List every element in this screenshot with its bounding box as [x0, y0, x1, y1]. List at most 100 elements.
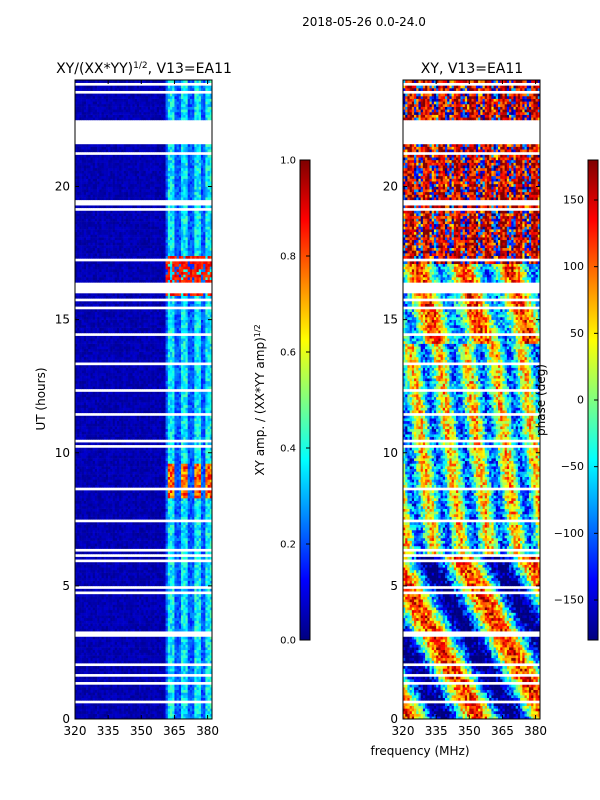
heatmap-cell [150, 692, 153, 696]
heatmap-cell [108, 524, 111, 528]
heatmap-cell [130, 490, 133, 493]
heatmap-cell [130, 513, 133, 517]
heatmap-cell [136, 604, 140, 608]
heatmap-cell [165, 617, 169, 621]
heatmap-cell [178, 628, 182, 632]
heatmap-cell [203, 599, 206, 603]
heatmap-cell [189, 492, 193, 496]
heatmap-cell [196, 708, 200, 712]
heatmap-cell [181, 671, 184, 675]
heatmap-cell [176, 607, 180, 611]
heatmap-cell [150, 636, 153, 640]
heatmap-cell [150, 596, 153, 600]
heatmap-cell [198, 596, 202, 600]
heatmap-cell [121, 711, 124, 714]
heatmap-cell [196, 625, 200, 629]
heatmap-cell [105, 551, 109, 555]
heatmap-cell [130, 604, 133, 608]
heatmap-cell [145, 713, 149, 717]
heatmap-cell [121, 668, 124, 672]
heatmap-cell [145, 476, 149, 480]
heatmap-cell [123, 711, 127, 714]
heatmap-cell [161, 532, 164, 536]
heatmap-cell [189, 636, 193, 640]
heatmap-cell [136, 492, 140, 496]
heatmap-cell [83, 679, 87, 683]
heatmap-cell [189, 556, 193, 560]
heatmap-cell [88, 540, 91, 544]
heatmap-cell [152, 583, 155, 587]
heatmap-cell [75, 500, 78, 504]
heatmap-cell [163, 655, 166, 659]
heatmap-cell [189, 692, 193, 696]
heatmap-cell [108, 583, 111, 587]
heatmap-cell [119, 503, 122, 507]
heatmap-cell [192, 703, 195, 706]
heatmap-cell [139, 623, 142, 627]
heatmap-cell [187, 695, 191, 698]
heatmap-cell [183, 703, 186, 706]
heatmap-cell [94, 716, 98, 719]
heatmap-cell [174, 569, 177, 573]
heatmap-cell [152, 569, 155, 573]
heatmap-cell [203, 689, 206, 693]
heatmap-cell [88, 484, 91, 488]
heatmap-cell [207, 537, 211, 541]
heatmap-cell [88, 703, 91, 706]
heatmap-cell [134, 492, 138, 496]
heatmap-cell [130, 524, 133, 528]
heatmap-cell [194, 572, 197, 576]
heatmap-cell [86, 503, 89, 507]
heatmap-cell [198, 617, 202, 621]
heatmap-cell [156, 551, 160, 555]
heatmap-cell [81, 535, 85, 539]
heatmap-cell [172, 655, 175, 659]
heatmap-cell [121, 599, 124, 603]
heatmap-cell [116, 660, 120, 664]
heatmap-cell [183, 583, 186, 587]
heatmap-cell [154, 521, 158, 525]
heatmap-cell [75, 476, 78, 480]
heatmap-cell [209, 580, 212, 584]
heatmap-cell [154, 537, 158, 541]
heatmap-cell [108, 687, 111, 691]
heatmap-cell [156, 500, 160, 504]
heatmap-cell [143, 479, 147, 483]
heatmap-cell [183, 508, 186, 512]
heatmap-cell [152, 623, 155, 627]
heatmap-cell [187, 495, 191, 499]
heatmap-cell [88, 543, 91, 547]
heatmap-cell [145, 521, 149, 525]
heatmap-cell [92, 537, 96, 541]
heatmap-cell [86, 623, 89, 627]
heatmap-cell [121, 689, 124, 693]
heatmap-cell [185, 713, 188, 717]
heatmap-cell [92, 498, 96, 501]
heatmap-cell [92, 551, 96, 555]
heatmap-cell [86, 535, 89, 539]
heatmap-cell [108, 484, 111, 488]
heatmap-cell [99, 537, 102, 541]
heatmap-cell [114, 684, 118, 688]
heatmap-cell [158, 695, 162, 698]
heatmap-cell [150, 711, 153, 714]
heatmap-cell [161, 588, 164, 592]
heatmap-cell [103, 564, 107, 568]
heatmap-cell [185, 655, 188, 659]
heatmap-cell [86, 556, 89, 560]
heatmap-cell [119, 567, 122, 571]
heatmap-cell [105, 529, 109, 533]
heatmap-cell [112, 490, 116, 493]
heatmap-cell [207, 561, 211, 565]
heatmap-cell [141, 665, 144, 669]
heatmap-cell [198, 647, 202, 651]
heatmap-cell [141, 599, 144, 603]
heatmap-cell [185, 474, 188, 478]
heatmap-cell [128, 529, 131, 533]
heatmap-cell [88, 492, 91, 496]
heatmap-cell [147, 577, 151, 581]
heatmap-cell [183, 471, 186, 475]
heatmap-cell [145, 665, 149, 669]
heatmap-cell [205, 705, 208, 709]
heatmap-cell [136, 689, 140, 693]
